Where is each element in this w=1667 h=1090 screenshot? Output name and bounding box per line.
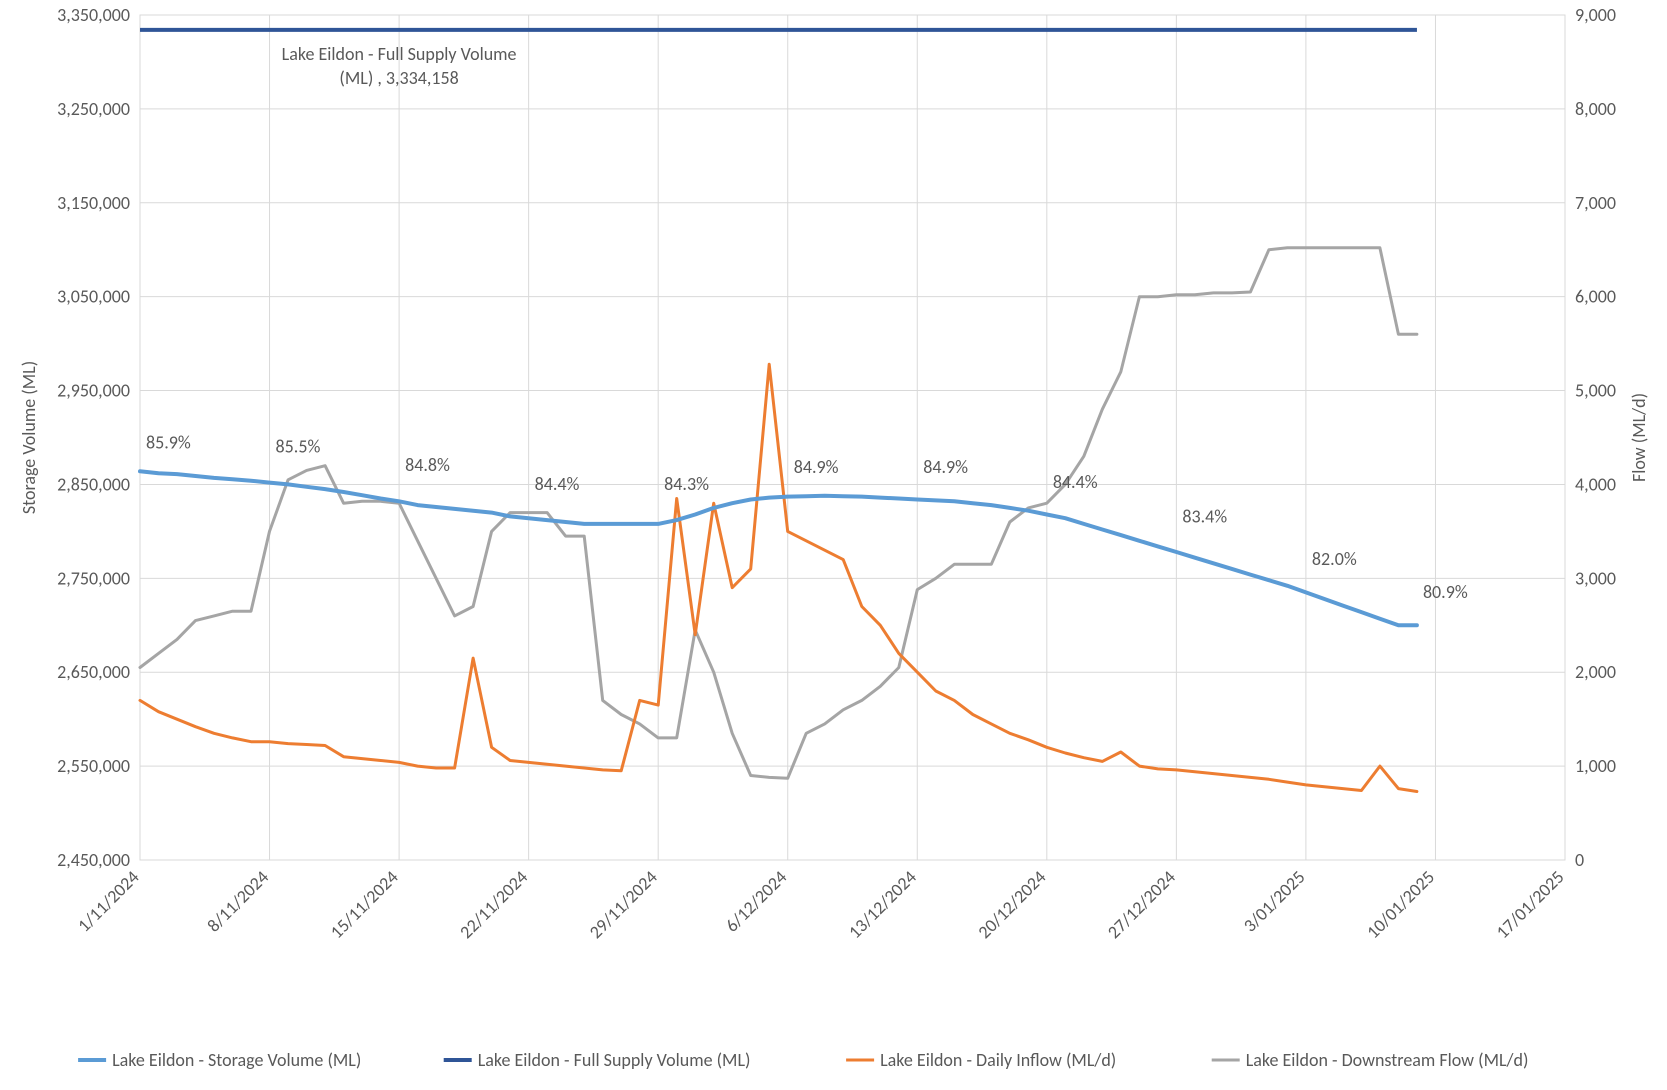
y-right-tick-label: 9,000 xyxy=(1575,4,1616,26)
storage-percent-label: 84.3% xyxy=(664,473,709,495)
y-right-tick-label: 3,000 xyxy=(1575,567,1616,589)
y-left-tick-label: 3,050,000 xyxy=(57,286,130,308)
y-left-tick-label: 2,450,000 xyxy=(57,849,130,871)
y-right-tick-label: 7,000 xyxy=(1575,192,1616,214)
chart-container: 2,450,000 2,550,000 2,650,000 2,750,000 2,85… xyxy=(0,0,1667,1090)
y-left-tick-label: 2,750,000 xyxy=(57,567,130,589)
y-right-tick-label: 8,000 xyxy=(1575,98,1616,120)
storage-percent-label: 84.9% xyxy=(794,456,839,478)
legend-label: Lake Eildon - Downstream Flow (ML/d) xyxy=(1246,1049,1529,1071)
y-right-tick-label: 6,000 xyxy=(1575,286,1616,308)
storage-percent-label: 85.9% xyxy=(146,432,191,454)
y-left-tick-label: 2,650,000 xyxy=(57,661,130,683)
storage-percent-label: 84.9% xyxy=(923,456,968,478)
y-left-tick-label: 2,950,000 xyxy=(57,380,130,402)
full-supply-annotation-line2: (ML) , 3,334,158 xyxy=(339,67,458,89)
y-left-tick-label: 2,550,000 xyxy=(57,755,130,777)
y-right-tick-label: 4,000 xyxy=(1575,473,1616,495)
lake-eildon-chart: 2,450,000 2,550,000 2,650,000 2,750,000 2,85… xyxy=(0,0,1667,1090)
storage-percent-label: 84.4% xyxy=(1053,471,1098,493)
y-left-tick-label: 3,350,000 xyxy=(57,4,130,26)
y-left-tick-label: 3,150,000 xyxy=(57,192,130,214)
y-left-tick-label: 3,250,000 xyxy=(57,98,130,120)
storage-percent-label: 80.9% xyxy=(1423,581,1468,603)
y-right-tick-label: 5,000 xyxy=(1575,380,1616,402)
y-left-axis-title: Storage Volume (ML) xyxy=(18,361,40,514)
legend-label: Lake Eildon - Storage Volume (ML) xyxy=(112,1049,361,1071)
y-right-tick-label: 2,000 xyxy=(1575,661,1616,683)
legend-label: Lake Eildon - Daily Inflow (ML/d) xyxy=(880,1049,1116,1071)
y-right-axis-title: Flow (ML/d) xyxy=(1628,393,1650,482)
storage-percent-label: 83.4% xyxy=(1182,506,1227,528)
storage-percent-label: 82.0% xyxy=(1312,548,1357,570)
y-right-tick-label: 1,000 xyxy=(1575,755,1616,777)
storage-percent-label: 84.8% xyxy=(405,454,450,476)
storage-percent-label: 85.5% xyxy=(276,435,321,457)
y-right-tick-label: 0 xyxy=(1575,849,1584,871)
full-supply-annotation-line1: Lake Eildon - Full Supply Volume xyxy=(282,43,517,65)
y-left-tick-label: 2,850,000 xyxy=(57,473,130,495)
legend-label: Lake Eildon - Full Supply Volume (ML) xyxy=(478,1049,751,1071)
storage-percent-label: 84.4% xyxy=(535,473,580,495)
